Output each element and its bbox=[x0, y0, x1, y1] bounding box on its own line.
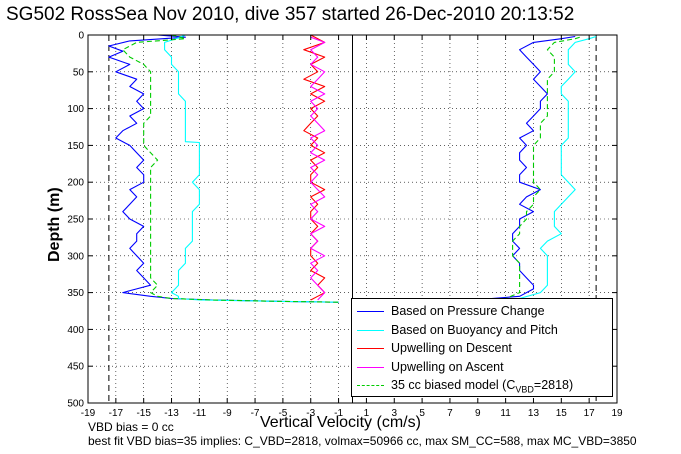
y-tick-label: 350 bbox=[67, 288, 84, 299]
y-tick-label: 200 bbox=[67, 178, 84, 189]
y-tick-label: 100 bbox=[67, 104, 84, 115]
series-line-2-ascent bbox=[366, 35, 597, 303]
footer-fit-note: best fit VBD bias=35 implies: C_VBD=2818… bbox=[88, 434, 637, 448]
legend-label: Upwelling on Ascent bbox=[391, 359, 504, 374]
legend-swatch bbox=[357, 348, 384, 350]
legend-swatch bbox=[357, 385, 384, 387]
series-line-4-ascent bbox=[310, 36, 326, 301]
y-tick-label: 300 bbox=[67, 251, 84, 262]
x-tick-label: 11 bbox=[500, 408, 511, 419]
y-tick-label: 450 bbox=[67, 362, 84, 373]
legend-entry: Upwelling on Descent bbox=[352, 339, 614, 357]
legend-label: 35 cc biased model (CVBD=2818) bbox=[391, 378, 574, 395]
x-tick-label: -5 bbox=[278, 408, 287, 419]
x-tick-label: -3 bbox=[306, 408, 315, 419]
y-tick-label: 150 bbox=[67, 141, 84, 152]
footer-bias-note: VBD bias = 0 cc bbox=[88, 420, 174, 434]
x-axis-label: Vertical Velocity (cm/s) bbox=[260, 414, 421, 431]
y-tick-label: 500 bbox=[67, 399, 84, 410]
legend-swatch bbox=[357, 329, 384, 331]
x-tick-label: 3 bbox=[391, 408, 397, 419]
legend-entry: Upwelling on Ascent bbox=[352, 358, 614, 376]
x-tick-label: 9 bbox=[475, 408, 481, 419]
x-tick-label: 1 bbox=[364, 408, 370, 419]
legend-entry: Based on Pressure Change bbox=[352, 302, 614, 320]
legend-label: Based on Pressure Change bbox=[391, 304, 545, 318]
y-tick-label: 50 bbox=[73, 67, 85, 78]
x-tick-label: -15 bbox=[136, 408, 151, 419]
chart-title: SG502 RossSea Nov 2010, dive 357 started… bbox=[6, 4, 575, 25]
x-tick-label: 13 bbox=[528, 408, 540, 419]
x-tick-label: 17 bbox=[584, 408, 596, 419]
x-tick-label: -13 bbox=[164, 408, 179, 419]
series-line-2-descent bbox=[164, 34, 339, 303]
x-tick-label: 19 bbox=[611, 408, 623, 419]
legend-entry: Based on Buoyancy and Pitch bbox=[352, 321, 614, 339]
legend-swatch bbox=[357, 366, 384, 368]
x-tick-label: -1 bbox=[334, 408, 343, 419]
series-line-1-ascent bbox=[366, 35, 576, 303]
x-tick-label: -11 bbox=[193, 408, 207, 419]
chart-legend: Based on Pressure Change Based on Buoyanc… bbox=[351, 298, 613, 397]
series-line-1-descent bbox=[108, 34, 339, 303]
x-tick-label: 15 bbox=[556, 408, 568, 419]
y-tick-label: 250 bbox=[67, 215, 84, 226]
x-tick-label: 7 bbox=[447, 408, 453, 419]
x-tick-label: -7 bbox=[251, 408, 260, 419]
legend-label: Based on Buoyancy and Pitch bbox=[391, 322, 558, 337]
series-line-5-descent bbox=[122, 34, 339, 303]
x-tick-label: -9 bbox=[223, 408, 232, 419]
legend-entry: 35 cc biased model (CVBD=2818) bbox=[352, 376, 614, 395]
y-axis-label: Depth (m) bbox=[46, 187, 63, 262]
legend-label: Upwelling on Descent bbox=[391, 341, 512, 356]
y-tick-label: 0 bbox=[78, 31, 84, 42]
y-tick-label: 400 bbox=[67, 325, 84, 336]
legend-swatch bbox=[357, 311, 384, 312]
x-tick-label: -17 bbox=[109, 408, 124, 419]
x-tick-label: -19 bbox=[81, 408, 96, 419]
x-tick-label: 5 bbox=[419, 408, 425, 419]
series-line-5-ascent bbox=[366, 35, 583, 303]
